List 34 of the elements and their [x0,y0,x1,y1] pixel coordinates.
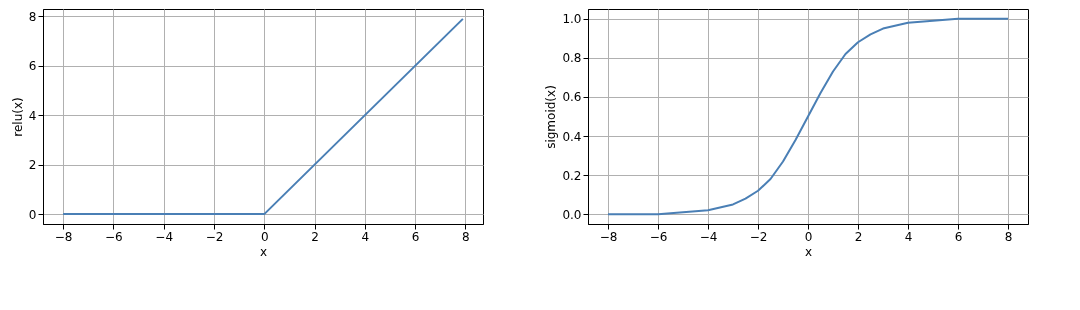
y-tick-label: 4 [28,108,37,123]
y-tick-label: 0.4 [562,129,582,144]
y-tick-label: 0.0 [562,207,582,222]
y-tick-label: 2 [28,158,37,173]
x-tick-label: 0 [260,229,269,244]
x-tick-label: −2 [749,229,768,244]
x-tick-label: −2 [205,229,224,244]
x-tick-label: −8 [599,229,618,244]
x-tick-label: −4 [155,229,174,244]
y-tick-label: 8 [28,9,37,24]
x-tick-label: −8 [54,229,73,244]
y-tick-label: 0.2 [562,168,582,183]
y-axis-title: sigmoid(x) [544,85,559,149]
x-tick-label: 8 [462,229,470,244]
y-tick-label: 6 [28,59,37,74]
x-tick-label: 6 [954,229,963,244]
x-tick-label: 6 [411,229,420,244]
x-tick-label: −4 [699,229,718,244]
line-series [607,17,1009,216]
x-tick-label: 4 [904,229,913,244]
x-tick-label: −6 [649,229,668,244]
y-tick-label: 1.0 [562,12,582,27]
x-tick-label: 4 [361,229,370,244]
x-axis-title: x [259,244,268,259]
x-axis-title: x [804,244,813,259]
x-tick-label: −6 [105,229,123,244]
x-tick-label: 2 [854,229,863,244]
x-tick-label: 2 [311,229,319,244]
x-tick-label: 8 [1004,229,1013,244]
y-tick-label: 0.8 [562,51,582,66]
y-tick-label: 0 [28,207,37,222]
x-tick-label: 0 [804,229,813,244]
y-axis-title: relu(x) [10,97,25,137]
y-tick-label: 0.6 [562,90,582,105]
